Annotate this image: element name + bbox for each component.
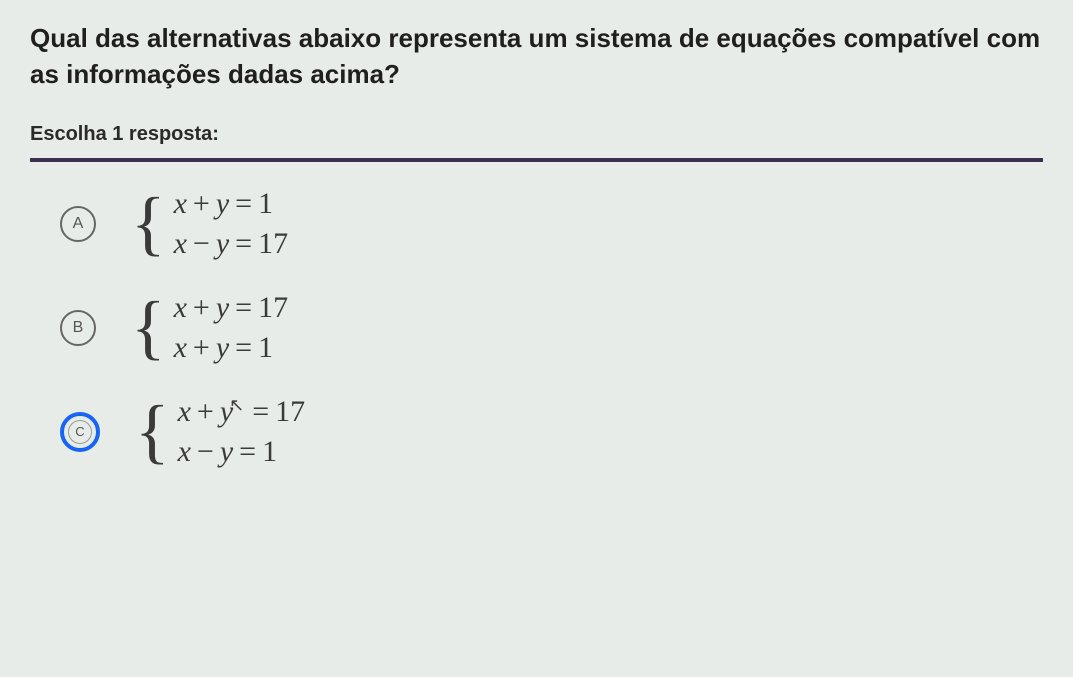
brace-icon: {	[135, 403, 170, 461]
equation-line: x+y=1	[174, 187, 289, 221]
radio-label: A	[73, 215, 84, 233]
instruction-text: Escolha 1 resposta:	[30, 123, 1043, 146]
radio-a[interactable]: A	[60, 206, 96, 242]
equation-system-c: { x+y↖=17 x−y=1	[135, 395, 305, 469]
radio-label: B	[73, 319, 84, 337]
radio-b[interactable]: B	[60, 310, 96, 346]
radio-label: C	[68, 420, 92, 444]
equations-b: x+y=17 x+y=1	[174, 291, 289, 365]
equation-line: x+y=1	[174, 331, 289, 365]
brace-icon: {	[131, 299, 166, 357]
divider	[30, 158, 1043, 162]
question-text: Qual das alternativas abaixo representa …	[30, 20, 1043, 93]
equation-line: x+y=17	[174, 291, 289, 325]
equation-line: x+y↖=17	[178, 395, 306, 429]
brace-icon: {	[131, 195, 166, 253]
equation-line: x−y=17	[174, 227, 289, 261]
option-a[interactable]: A { x+y=1 x−y=17	[30, 187, 1043, 261]
cursor-icon: ↖	[229, 395, 244, 416]
option-b[interactable]: B { x+y=17 x+y=1	[30, 291, 1043, 365]
equations-a: x+y=1 x−y=17	[174, 187, 289, 261]
equation-line: x−y=1	[178, 435, 306, 469]
equation-system-b: { x+y=17 x+y=1	[131, 291, 288, 365]
radio-c[interactable]: C	[60, 412, 100, 452]
equation-system-a: { x+y=1 x−y=17	[131, 187, 288, 261]
equations-c: x+y↖=17 x−y=1	[178, 395, 306, 469]
option-c[interactable]: C { x+y↖=17 x−y=1	[30, 395, 1043, 469]
